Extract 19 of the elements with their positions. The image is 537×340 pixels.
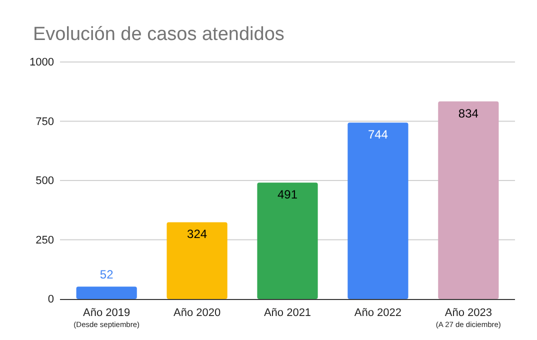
chart-title: Evolución de casos atendidos [33, 24, 284, 45]
y-tick-label: 1000 [30, 56, 54, 69]
bar [166, 222, 228, 299]
bar [76, 286, 137, 299]
data-label: 834 [458, 106, 479, 120]
data-label: 744 [368, 128, 388, 142]
bar [438, 101, 499, 299]
x-tick-label: Año 2022 [354, 306, 402, 319]
y-tick-label: 250 [36, 234, 54, 246]
x-tick-label: Año 2020 [173, 306, 221, 319]
bar [257, 182, 318, 299]
y-tick-label: 500 [36, 175, 54, 188]
y-tick-label: 750 [36, 116, 54, 128]
data-label: 52 [100, 268, 114, 282]
x-tick-label: Año 2021 [264, 306, 312, 319]
y-tick-label: 0 [48, 294, 54, 306]
data-label: 491 [277, 188, 298, 202]
bar [348, 122, 408, 299]
data-label: 324 [187, 227, 208, 242]
